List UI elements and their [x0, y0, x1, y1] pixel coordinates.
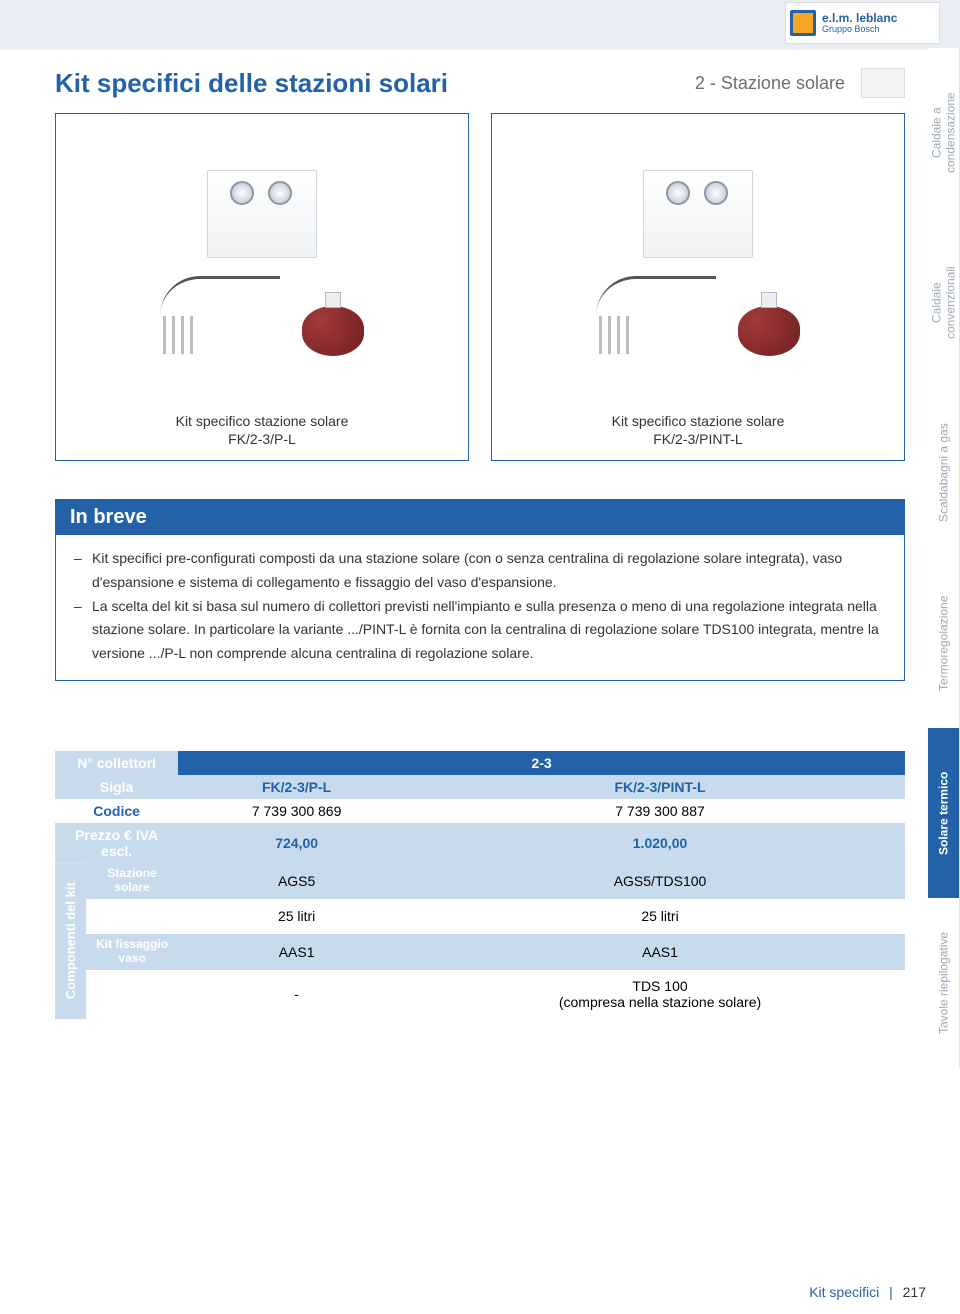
label-prezzo: Prezzo € IVA escl. [55, 823, 178, 863]
val-fissaggio-2: AAS1 [415, 934, 905, 970]
label-fissaggio: Kit fissaggio vaso [86, 934, 178, 970]
footer: Kit specifici | 217 [809, 1284, 926, 1300]
footer-page: 217 [903, 1284, 926, 1300]
brand-name: e.l.m. leblanc [822, 12, 897, 24]
fittings-icon [596, 316, 656, 356]
side-tabs: Caldaie a condensazione Caldaie convenzi… [928, 48, 960, 1068]
summary-table: N° collettori 2-3 Sigla FK/2-3/P-L FK/2-… [55, 751, 905, 1019]
tab-condensazione[interactable]: Caldaie a condensazione [928, 48, 960, 218]
label-collettori: N° collettori [55, 751, 178, 775]
brand-logo: e.l.m. leblanc Gruppo Bosch [785, 2, 940, 44]
label-componenti: Componenti del kit [55, 863, 86, 1019]
product-illustration [56, 114, 468, 412]
product-card-right: Kit specifico stazione solare FK/2-3/PIN… [491, 113, 905, 461]
section-label: 2 - Stazione solare [695, 73, 845, 94]
product-row: Kit specifico stazione solare FK/2-3/P-L… [55, 113, 905, 461]
product-card-left: Kit specifico stazione solare FK/2-3/P-L [55, 113, 469, 461]
footer-sep: | [883, 1284, 899, 1300]
solar-station-icon [643, 170, 753, 258]
section-thumbnail [861, 68, 905, 98]
inbreve-header: In breve [56, 500, 904, 535]
solar-station-icon [207, 170, 317, 258]
label-centralina: Centralina/ modulo di controllo [86, 970, 178, 1019]
product-caption-line2: FK/2-3/PINT-L [612, 430, 785, 448]
val-stazione-2: AGS5/TDS100 [415, 863, 905, 899]
expansion-tank-icon [302, 306, 364, 356]
inbreve-item1: Kit specifici pre-configurati composti d… [92, 547, 886, 595]
inbreve-item2: La scelta del kit si basa sul numero di … [92, 595, 886, 666]
product-caption-line1: Kit specifico stazione solare [176, 412, 349, 430]
val-fissaggio-1: AAS1 [178, 934, 415, 970]
expansion-tank-icon [738, 306, 800, 356]
fittings-icon [160, 316, 220, 356]
brand-logo-mark [790, 10, 816, 36]
val-collettori: 2-3 [178, 751, 905, 775]
tab-scaldabagni[interactable]: Scaldabagni a gas [928, 388, 960, 558]
page-title: Kit specifici delle stazioni solari [55, 68, 448, 99]
val-centralina-2: TDS 100 (compresa nella stazione solare) [415, 970, 905, 1019]
val-stazione-1: AGS5 [178, 863, 415, 899]
tab-solare[interactable]: Solare termico [928, 728, 960, 898]
val-vaso-2: 25 litri [415, 899, 905, 935]
tab-convenzionali[interactable]: Caldaie convenzionali [928, 218, 960, 388]
product-caption-line1: Kit specifico stazione solare [612, 412, 785, 430]
footer-section: Kit specifici [809, 1284, 879, 1300]
label-sigla: Sigla [55, 775, 178, 799]
val-codice-2: 7 739 300 887 [415, 799, 905, 823]
val-codice-1: 7 739 300 869 [178, 799, 415, 823]
hose-icon [160, 276, 280, 316]
val-vaso-1: 25 litri [178, 899, 415, 935]
val-centralina-1: - [178, 970, 415, 1019]
tab-tavole[interactable]: Tavole riepilogative [928, 898, 960, 1068]
val-centralina-2-l2: (compresa nella stazione solare) [423, 994, 897, 1010]
val-sigla-1: FK/2-3/P-L [178, 775, 415, 799]
label-vaso: Vaso d'espansione [86, 899, 178, 935]
val-sigla-2: FK/2-3/PINT-L [415, 775, 905, 799]
val-prezzo-2: 1.020,00 [415, 823, 905, 863]
inbreve-box: In breve –Kit specifici pre-configurati … [55, 499, 905, 681]
val-centralina-2-l1: TDS 100 [423, 978, 897, 994]
product-caption-line2: FK/2-3/P-L [176, 430, 349, 448]
brand-sub: Gruppo Bosch [822, 24, 897, 34]
product-illustration [492, 114, 904, 412]
tab-termoregolazione[interactable]: Termoregolazione [928, 558, 960, 728]
label-stazione: Stazione solare [86, 863, 178, 899]
top-bar: e.l.m. leblanc Gruppo Bosch [0, 0, 960, 50]
label-codice: Codice [55, 799, 178, 823]
hose-icon [596, 276, 716, 316]
val-prezzo-1: 724,00 [178, 823, 415, 863]
